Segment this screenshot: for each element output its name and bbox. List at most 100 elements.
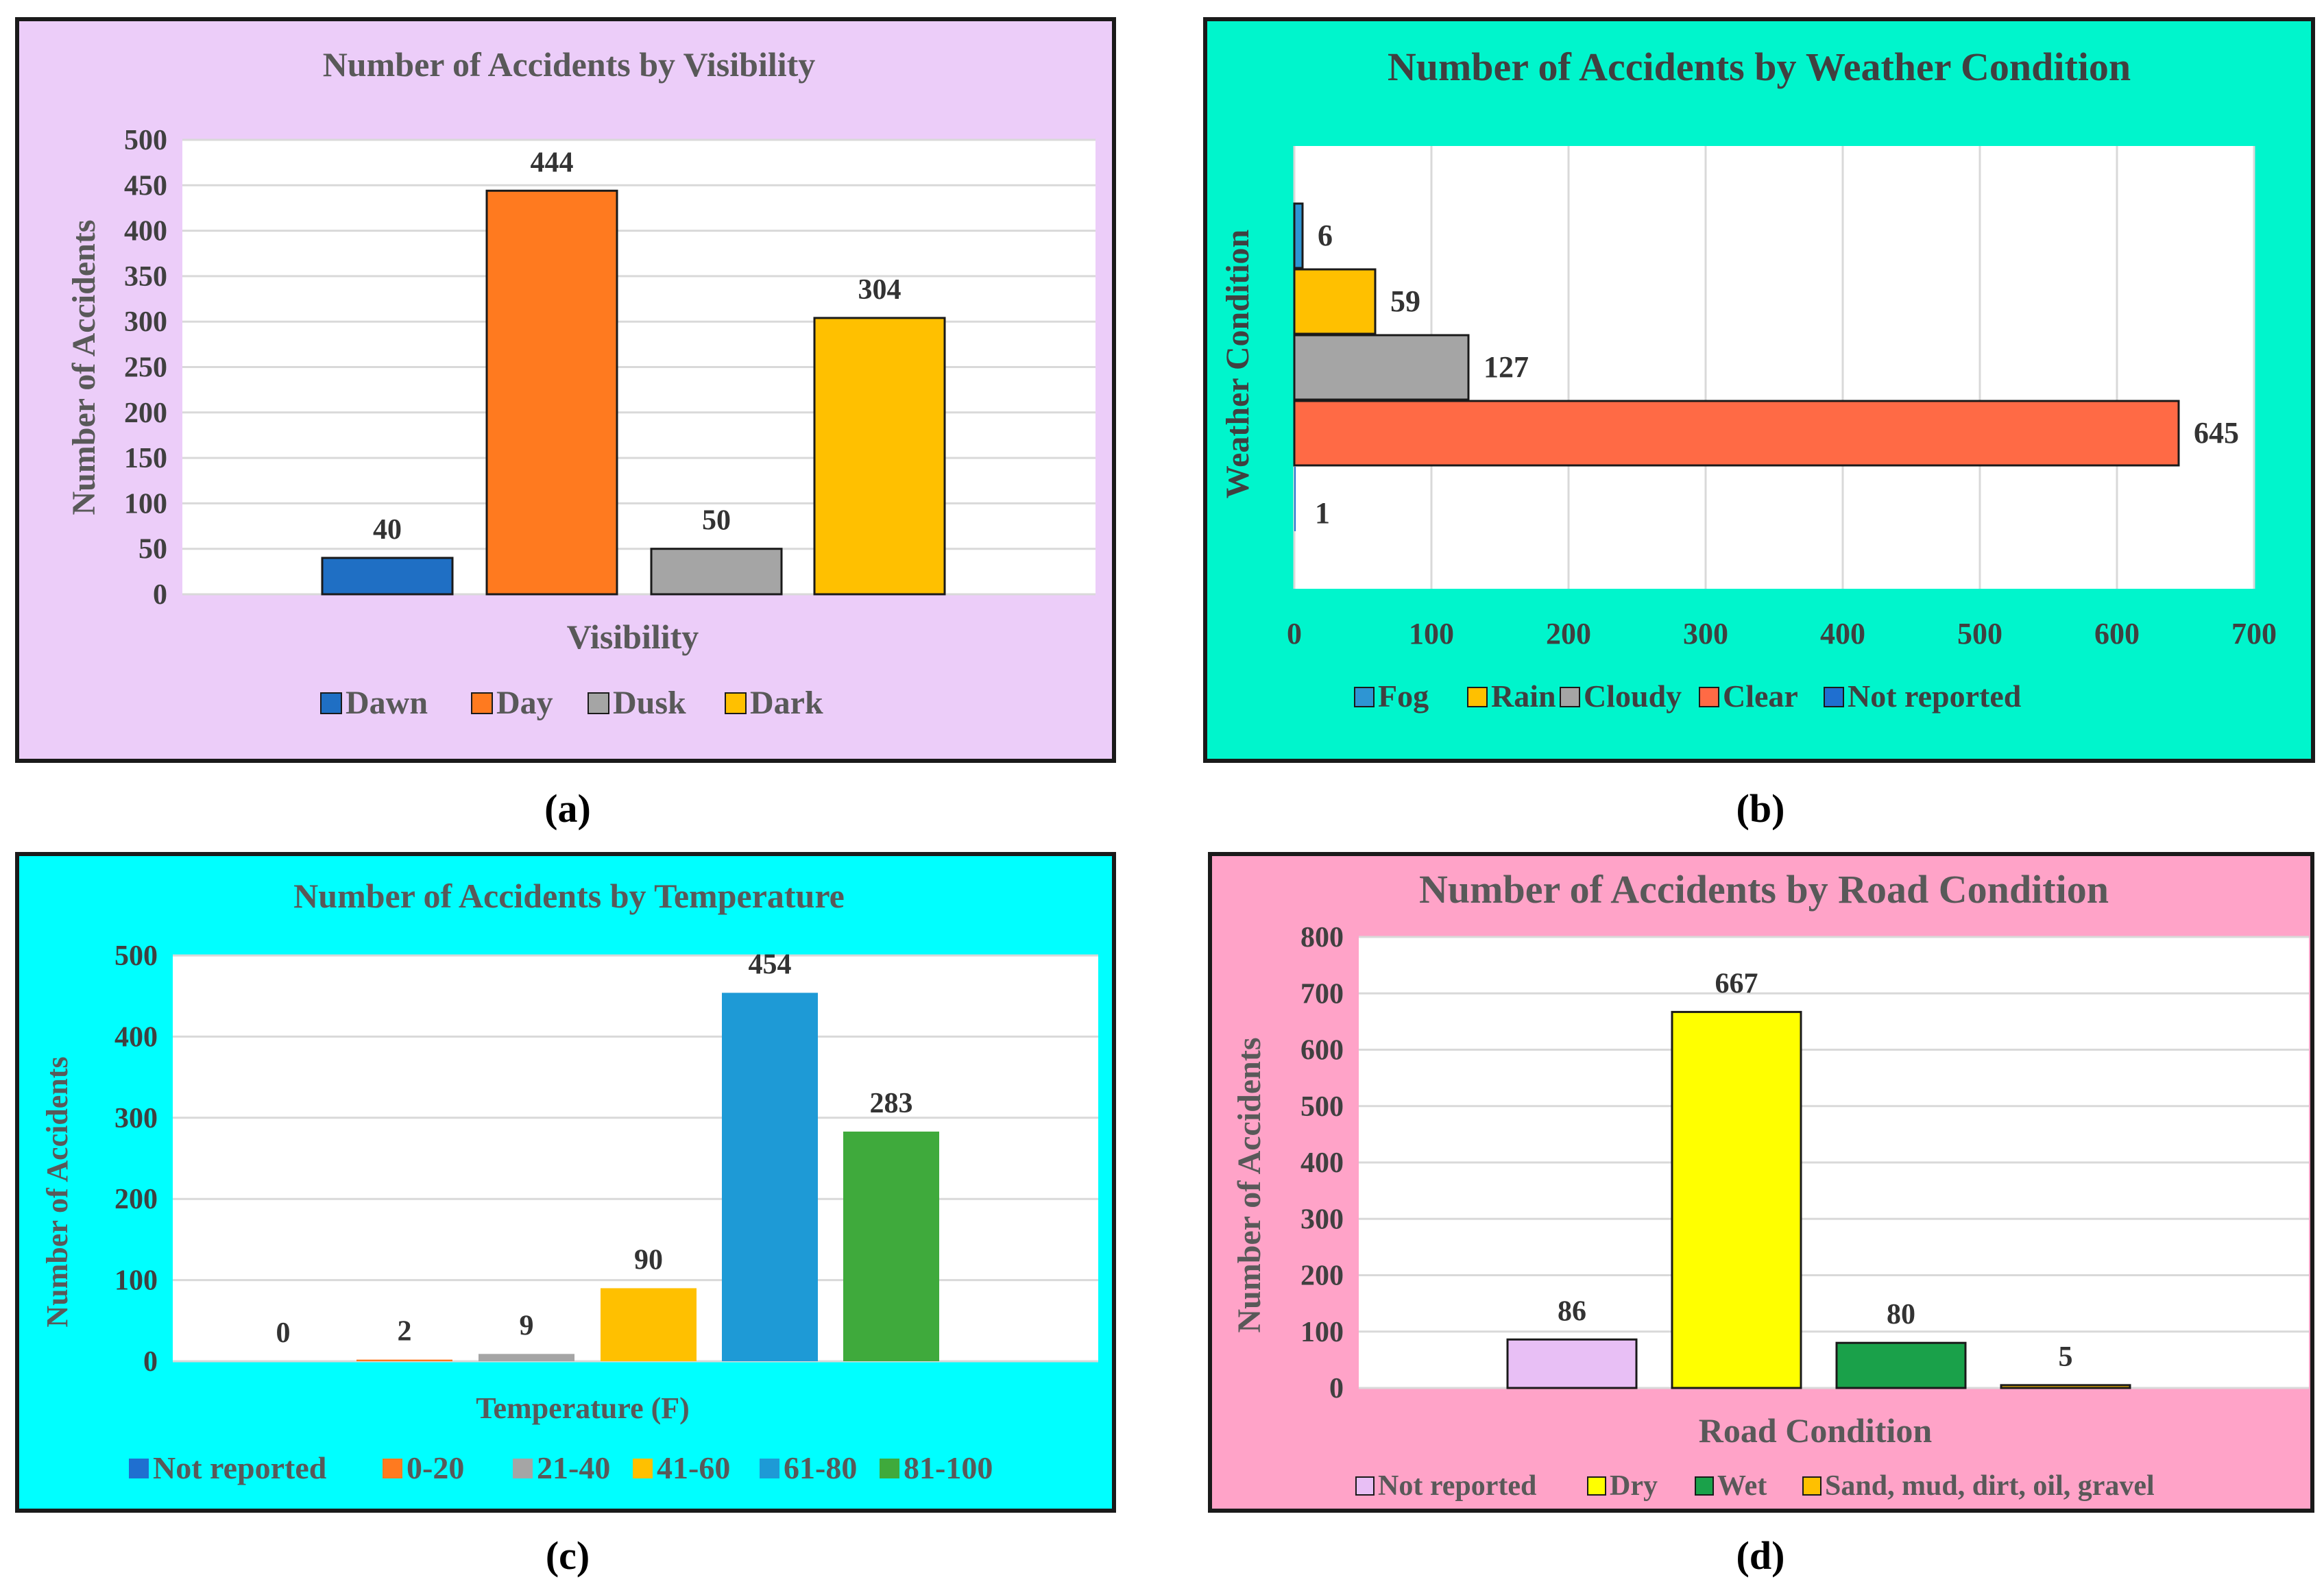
bar-dawn [321,557,454,596]
legend-label-clear: Clear [1723,679,1798,714]
chart-title: Number of Accidents by Temperature [293,877,845,915]
y-tick-label: 500 [114,940,158,972]
legend-swatch-wet [1695,1476,1714,1496]
y-tick-label: 500 [1300,1091,1344,1123]
legend-swatch-not-reported [129,1459,149,1478]
y-tick-label: 400 [1300,1147,1344,1179]
y-tick-label: 400 [124,216,167,247]
y-tick-label: 350 [124,261,167,293]
data-label-21-40: 9 [520,1310,534,1341]
y-axis-title: Weather Condition [1220,230,1256,498]
legend-label-not-reported: Not reported [153,1450,327,1485]
y-tick-label: 0 [143,1346,158,1378]
y-tick-label: 800 [1300,922,1344,953]
legend-label-rain: Rain [1491,679,1556,714]
legend-swatch-dawn [320,692,342,714]
data-label-dusk: 50 [702,505,731,537]
bar-sand-mud-dirt-oil-gravel [2000,1384,2131,1389]
x-tick-label: 400 [1820,617,1865,650]
legend-label-41-60: 41-60 [657,1450,730,1485]
legend-label-not-reported: Not reported [1848,679,2022,714]
bar-day [485,189,618,596]
x-tick-label: 0 [1287,617,1302,650]
x-tick-label: 500 [1957,617,2002,650]
data-label-clear: 645 [2194,416,2239,450]
legend-swatch-dusk [588,692,609,714]
legend-swatch-sand-mud-dirt-oil-gravel [1802,1476,1821,1496]
bar-not-reported [1506,1338,1638,1389]
bar-clear [1293,400,2180,467]
x-axis-title: Visibility [567,618,699,656]
x-axis-title: Temperature (F) [476,1391,690,1425]
chart-title: Number of Accidents by Visibility [323,45,816,84]
legend-swatch-fog [1354,687,1375,707]
chart-svg-weather: Number of Accidents by Weather Condition… [1220,45,2277,714]
legend-swatch-21-40 [513,1459,533,1478]
chart-title: Number of Accidents by Weather Condition [1388,45,2131,89]
legend-swatch-81-100 [880,1459,899,1478]
y-axis-title: Number of Accidents [1231,1037,1268,1332]
legend-label-day: Day [496,685,553,721]
legend-label-not-reported: Not reported [1378,1470,1536,1502]
legend-label-fog: Fog [1378,679,1429,714]
data-label-wet: 80 [1887,1299,1915,1330]
bar-cloudy [1293,334,1470,401]
bar-0-20 [356,1359,452,1361]
y-tick-label: 500 [124,125,167,156]
y-tick-label: 250 [124,352,167,384]
chart-svg-road: Number of Accidents by Road Condition 0 10… [1231,867,2309,1502]
legend-swatch-0-20 [383,1459,402,1478]
data-label-41-60: 90 [634,1244,663,1276]
legend-label-81-100: 81-100 [904,1450,993,1485]
legend-label-wet: Wet [1717,1470,1767,1502]
data-label-not-reported: 0 [276,1317,291,1349]
bar-not-reported [1294,467,1296,531]
y-axis-title: Number of Accidents [40,1056,74,1327]
y-tick-label: 100 [114,1265,158,1297]
legend-label-dusk: Dusk [613,685,686,721]
bar-81-100 [843,1131,939,1361]
chart-svg-temperature: Number of Accidents by Temperature 0 100 2 0… [40,877,1098,1485]
data-label-dry: 667 [1715,968,1758,999]
caption-c: (c) [545,1533,590,1578]
y-tick-label: 700 [1300,978,1344,1010]
legend-label-cloudy: Cloudy [1584,679,1682,714]
data-label-sand-mud-dirt-oil-gravel: 5 [2059,1341,2073,1373]
y-tick-label: 300 [1300,1204,1344,1235]
y-axis-title: Number of Accidents [66,219,102,515]
bar-fog [1293,202,1304,269]
legend-label-61-80: 61-80 [784,1450,857,1485]
bar-41-60 [601,1288,697,1361]
y-tick-label: 200 [1300,1260,1344,1292]
y-tick-label: 100 [124,488,167,520]
caption-d: (d) [1736,1533,1785,1578]
legend-label-0-20: 0-20 [407,1450,464,1485]
y-tick-label: 100 [1300,1317,1344,1348]
legend-swatch-day [471,692,493,714]
data-label-0-20: 2 [398,1316,412,1348]
y-tick-label: 400 [114,1021,158,1053]
data-label-dark: 304 [858,274,901,306]
legend-label-dry: Dry [1610,1470,1658,1502]
legend-label-dawn: Dawn [346,685,428,721]
legend-swatch-rain [1467,687,1488,707]
data-label-not-reported: 1 [1315,496,1330,530]
caption-a: (a) [544,786,591,831]
chart-panel-road: Number of Accidents by Road Condition 0 10… [1208,852,2314,1513]
data-label-not-reported: 86 [1558,1295,1586,1327]
data-label-61-80: 454 [749,949,792,980]
legend-swatch-clear [1699,687,1719,707]
x-tick-label: 300 [1683,617,1728,650]
data-label-rain: 59 [1390,284,1420,318]
x-tick-label: 200 [1546,617,1591,650]
legend-swatch-dry [1587,1476,1606,1496]
y-tick-label: 450 [124,170,167,202]
data-label-dawn: 40 [373,514,402,546]
bar-wet [1835,1341,1967,1389]
legend-swatch-cloudy [1560,687,1580,707]
x-tick-label: 600 [2094,617,2140,650]
y-tick-label: 200 [124,398,167,429]
x-axis-title: Road Condition [1699,1411,1933,1450]
bar-21-40 [479,1354,574,1361]
bar-dry [1671,1010,1802,1389]
